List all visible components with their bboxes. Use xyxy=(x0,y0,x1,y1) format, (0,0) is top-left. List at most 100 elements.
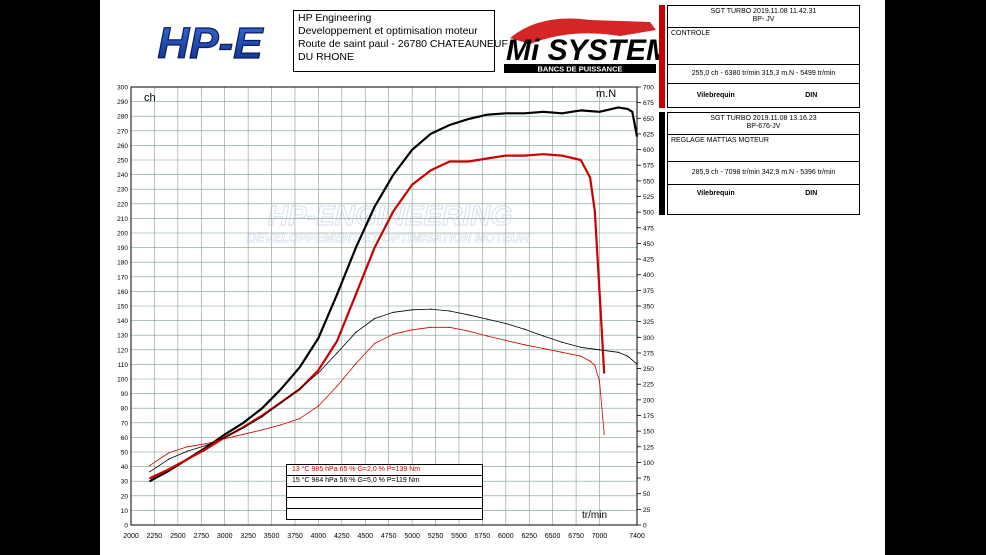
data-point xyxy=(336,293,338,295)
conditions-empty-row xyxy=(287,498,482,509)
data-point xyxy=(374,247,376,249)
x-tick-label: 3250 xyxy=(240,533,256,540)
data-point xyxy=(374,317,376,320)
conditions-empty-row xyxy=(287,509,482,519)
x-tick-label: 5500 xyxy=(451,533,467,540)
y-right-tick-label: 300 xyxy=(643,335,654,342)
data-point xyxy=(280,402,282,404)
data-point xyxy=(261,414,263,417)
y-left-tick-label: 230 xyxy=(117,187,128,194)
data-point xyxy=(627,108,629,110)
x-tick-label: 6750 xyxy=(568,533,584,540)
data-point xyxy=(598,111,601,113)
y-left-tick-label: 170 xyxy=(117,274,128,281)
data-point xyxy=(149,471,151,473)
y-left-tick-label: 300 xyxy=(117,85,128,92)
y-left-tick-label: 0 xyxy=(124,523,128,530)
data-point xyxy=(411,329,413,331)
run-standard: DIN xyxy=(805,190,818,197)
data-point xyxy=(280,388,282,390)
data-point xyxy=(392,333,394,335)
data-point xyxy=(430,326,432,328)
data-point xyxy=(542,335,544,337)
company-tagline: Developpement et optimisation moteur xyxy=(298,25,478,37)
x-tick-label: 6000 xyxy=(498,533,514,540)
x-tick-label: 4250 xyxy=(334,533,350,540)
data-point xyxy=(355,331,357,333)
data-point xyxy=(317,337,319,339)
data-point xyxy=(242,433,244,435)
data-point xyxy=(430,308,432,310)
x-tick-label: 4000 xyxy=(311,533,327,540)
run-plate: BP- JV xyxy=(752,16,775,23)
data-point xyxy=(392,210,394,212)
plot-frame xyxy=(130,86,638,526)
data-point xyxy=(580,109,582,111)
data-point xyxy=(299,366,301,368)
data-point xyxy=(205,443,207,445)
y-right-tick-label: 75 xyxy=(643,476,651,483)
data-point xyxy=(505,339,507,341)
data-point xyxy=(561,155,563,157)
data-point xyxy=(524,155,526,157)
y-right-tick-label: 650 xyxy=(643,116,654,123)
y-right-tick-label: 50 xyxy=(643,491,651,498)
data-point xyxy=(299,388,301,390)
svg-text:Mi SYSTEMS: Mi SYSTEMS xyxy=(506,34,660,67)
y-right-tick-label: 525 xyxy=(643,194,654,201)
data-point xyxy=(149,477,151,479)
y-right-tick-label: 275 xyxy=(643,350,654,357)
test-conditions-box: 13 °C 985 hPa 65 % G=2,0 % P=139 Nm 15 °… xyxy=(286,464,483,520)
torque-curve-2 xyxy=(149,308,638,473)
y-left-tick-label: 90 xyxy=(121,391,129,398)
data-point xyxy=(598,290,601,292)
y-right-tick-label: 400 xyxy=(643,272,654,279)
data-point xyxy=(411,309,413,311)
data-point xyxy=(280,424,282,426)
company-name: HP Engineering xyxy=(298,12,372,24)
data-point xyxy=(374,342,376,345)
data-point xyxy=(186,446,188,448)
y-left-tick-label: 140 xyxy=(117,318,128,325)
run-note: REGLAGE MATTIAS MOTEUR xyxy=(668,135,859,162)
data-point xyxy=(430,169,432,171)
x-axis-label: tr/min xyxy=(582,510,607,521)
y-left-tick-label: 260 xyxy=(117,143,128,150)
data-point xyxy=(374,206,376,208)
data-point xyxy=(449,310,451,312)
data-point xyxy=(261,429,263,431)
y-right-tick-label: 0 xyxy=(643,523,647,530)
data-point xyxy=(467,330,469,332)
data-point xyxy=(486,335,488,337)
y-left-tick-label: 160 xyxy=(117,289,128,296)
data-point xyxy=(167,452,170,454)
run-peak-values: 285,9 ch - 7098 tr/min 342,9 m.N - 5396 … xyxy=(668,162,859,185)
y-right-tick-label: 150 xyxy=(643,429,654,436)
data-point xyxy=(336,385,338,387)
y-left-tick-label: 280 xyxy=(117,114,128,121)
x-tick-label: 4500 xyxy=(357,533,373,540)
run-legend-control: SGT TURBO 2019.11.08 11.42.31 BP- JV CON… xyxy=(659,5,860,108)
data-point xyxy=(242,427,244,429)
y-left-tick-label: 30 xyxy=(121,479,129,486)
data-point xyxy=(355,363,357,365)
data-point xyxy=(336,340,338,342)
data-point xyxy=(486,114,488,116)
data-point xyxy=(505,112,507,114)
x-tick-label: 7000 xyxy=(592,533,608,540)
run-standard: DIN xyxy=(805,92,818,99)
y-left-tick-label: 130 xyxy=(117,333,128,340)
data-point xyxy=(467,118,469,120)
run-measure-point: Vilebrequin xyxy=(696,92,735,99)
data-point xyxy=(598,380,601,382)
data-point xyxy=(149,480,151,482)
data-point xyxy=(449,326,451,328)
data-point xyxy=(561,351,563,353)
x-tick-label: 6250 xyxy=(521,533,537,540)
y-right-tick-label: 550 xyxy=(643,178,654,185)
svg-text:HP-E: HP-E xyxy=(157,19,264,68)
data-point xyxy=(336,352,338,354)
data-point xyxy=(561,112,563,114)
data-point xyxy=(224,433,226,436)
x-tick-label: 6500 xyxy=(545,533,561,540)
